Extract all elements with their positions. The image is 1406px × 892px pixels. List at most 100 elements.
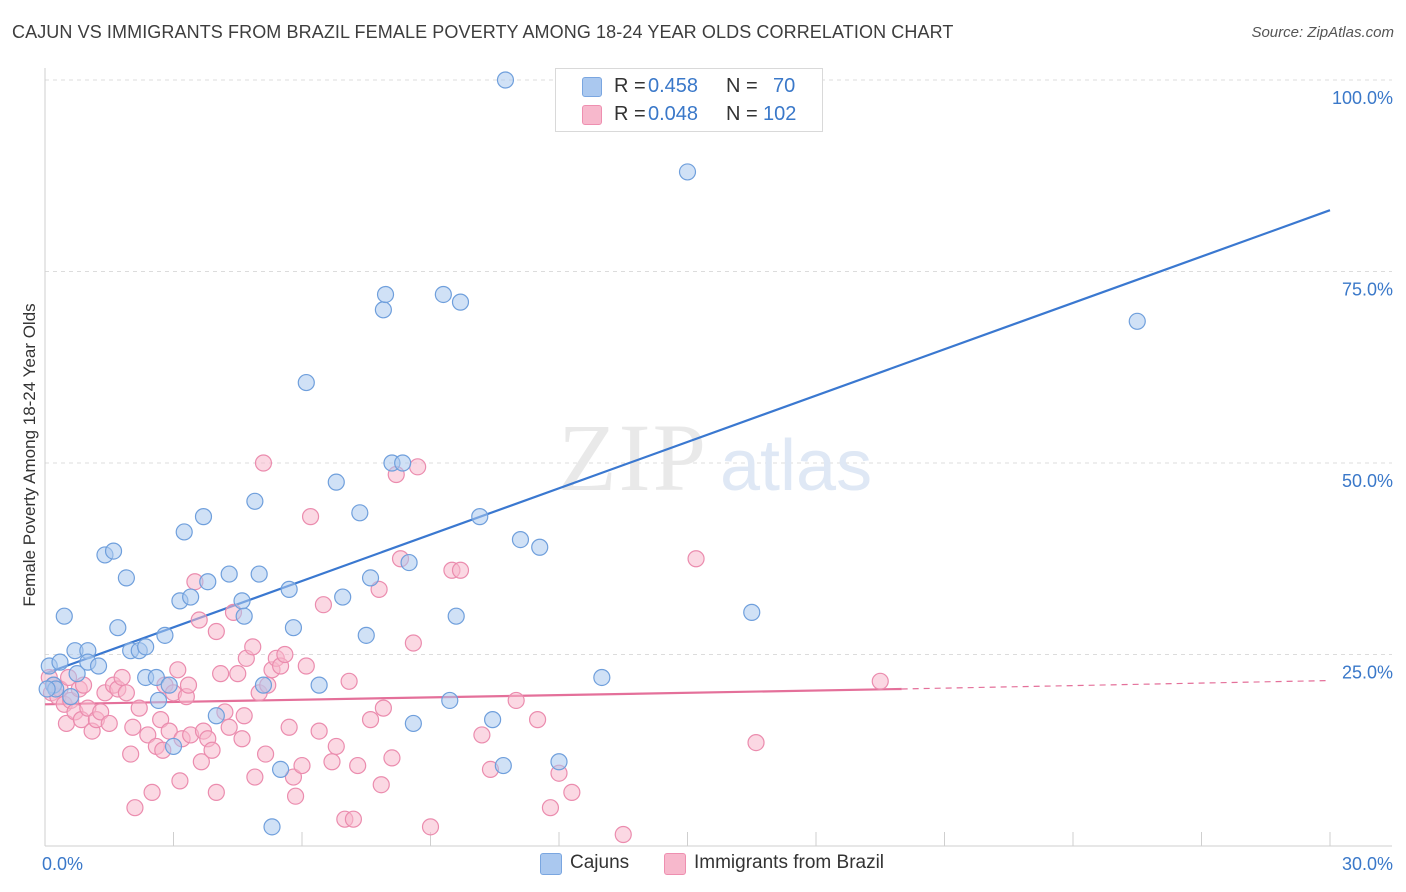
cajun-point: [104, 542, 123, 560]
brazil-point: [301, 508, 320, 526]
brazil-point: [563, 783, 581, 801]
brazil-point: [100, 714, 118, 733]
brazil-point: [203, 741, 221, 759]
cajun-point: [55, 607, 73, 625]
brazil-point: [314, 596, 333, 614]
stats-legend: R = 0.458 N = 70 R = 0.048 N = 102: [555, 68, 823, 132]
watermark-atlas: atlas: [720, 426, 872, 506]
cajun-point: [376, 285, 395, 304]
cajun-point: [284, 619, 303, 637]
cajun-point: [1128, 312, 1146, 330]
brazil-point: [473, 726, 491, 744]
cajun-point: [38, 680, 56, 698]
cajun-point: [361, 569, 380, 587]
cajun-point: [374, 301, 392, 319]
cajun-trend-line: [44, 209, 1331, 675]
brazil-point: [687, 550, 705, 568]
cajun-point: [531, 538, 549, 556]
cajun-point: [89, 657, 108, 675]
cajun-point: [246, 492, 264, 510]
cajun-point: [194, 508, 213, 526]
brazil-point: [190, 611, 208, 629]
brazil-point: [124, 718, 142, 736]
cajun-point: [263, 818, 281, 836]
brazil-point: [541, 799, 560, 817]
brazil-point: [383, 749, 401, 767]
legend-label-cajuns: Cajuns: [570, 852, 630, 873]
brazil-point: [233, 730, 251, 748]
brazil-point: [207, 622, 225, 641]
brazil-swatch: [582, 105, 602, 125]
brazil-point: [152, 711, 170, 729]
y-axis-label: Female Poverty Among 18-24 Year Olds: [20, 303, 39, 606]
cajun-point: [394, 454, 412, 472]
watermark-zip: ZIP: [558, 404, 708, 511]
cajun-point: [220, 565, 238, 583]
brazil-point: [229, 665, 247, 683]
cajun-point: [254, 676, 273, 694]
brazil-point: [451, 561, 470, 579]
cajun-point: [250, 565, 268, 583]
brazil-point: [747, 733, 765, 752]
brazil-point: [404, 634, 422, 652]
cajun-point: [164, 737, 183, 756]
cajun-point: [484, 711, 502, 729]
cajun-point: [310, 676, 328, 694]
brazil-point: [246, 768, 264, 786]
cajun-point: [175, 523, 193, 541]
grid-lines: [45, 79, 1392, 655]
r-label: R =: [614, 75, 646, 97]
cajun-point: [297, 373, 315, 392]
cajun-point: [471, 508, 489, 526]
brazil-point: [528, 711, 547, 729]
brazil-point: [139, 726, 157, 744]
brazil-point: [220, 718, 238, 736]
brazil-point: [284, 768, 303, 786]
brazil-point: [297, 657, 315, 675]
brazil-point: [293, 756, 311, 775]
r-label: R =: [614, 103, 646, 125]
brazil-trend-extension: [901, 679, 1331, 690]
brazil-point: [143, 783, 161, 801]
brazil-point: [323, 753, 341, 771]
cajuns-swatch: [582, 77, 602, 97]
brazil-point: [179, 676, 198, 694]
brazil-point: [117, 684, 135, 702]
n-label: N =: [726, 103, 758, 125]
brazil-point: [372, 776, 390, 794]
cajun-point: [327, 473, 345, 491]
brazil-point: [344, 810, 362, 828]
brazil-point: [235, 707, 253, 725]
r-value: 0.458: [648, 75, 699, 97]
y-tick-label: 75.0%: [1342, 280, 1393, 300]
cajun-point: [62, 688, 80, 706]
cajun-point: [451, 293, 470, 311]
brazil-point: [276, 645, 294, 664]
brazil-point: [254, 454, 273, 472]
cajun-point: [271, 760, 290, 779]
brazil-point: [113, 668, 131, 687]
cajun-point: [207, 707, 225, 725]
data-points: [38, 71, 1146, 844]
cajun-point: [160, 676, 178, 694]
brazil-point: [256, 745, 275, 763]
cajun-point: [182, 588, 200, 606]
brazil-point: [244, 638, 262, 656]
brazil-point: [614, 825, 632, 844]
cajun-point: [334, 588, 352, 606]
cajun-point: [109, 619, 127, 637]
brazil-point: [349, 756, 367, 775]
brazil-point: [126, 799, 144, 817]
x-tick-label: 30.0%: [1342, 854, 1393, 874]
brazil-point: [169, 661, 187, 679]
x-tick-label: 0.0%: [42, 854, 83, 874]
brazil-point: [130, 699, 148, 717]
cajun-point: [233, 592, 251, 610]
y-tick-label: 50.0%: [1342, 471, 1393, 491]
n-label: N =: [726, 75, 758, 97]
source-label: Source: ZipAtlas.com: [1251, 24, 1394, 41]
chart-title: CAJUN VS IMMIGRANTS FROM BRAZIL FEMALE P…: [12, 22, 954, 42]
cajun-point: [550, 753, 568, 771]
stats-row-brazil: R = 0.048 N = 102: [556, 101, 822, 129]
